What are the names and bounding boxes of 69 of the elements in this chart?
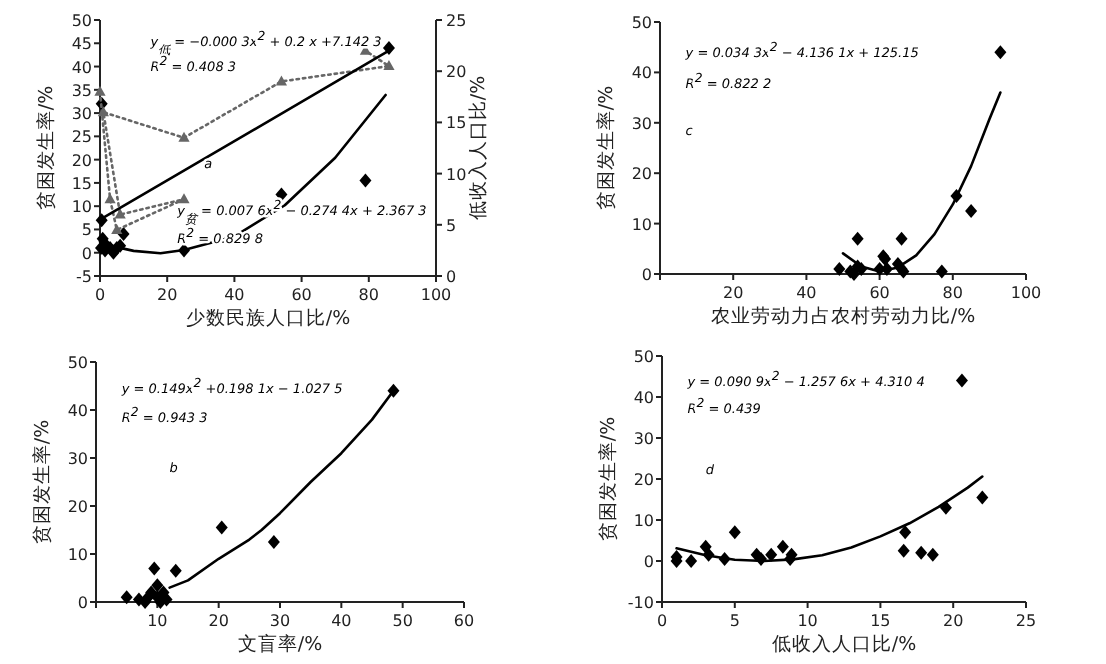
- y-axis-title: 贫困发生率/%: [30, 419, 54, 545]
- y2-tick-label: 0: [446, 268, 457, 286]
- x-axis-title: 少数民族人口比/%: [185, 306, 351, 330]
- x-tick-label: 20: [208, 612, 229, 630]
- y-axis-title: 贫困发生率/%: [596, 416, 620, 542]
- x-tick-label: 80: [358, 286, 379, 304]
- x-tick-label: 20: [157, 286, 178, 304]
- y-tick-label: 50: [71, 12, 92, 30]
- y-tick-label: -5: [76, 268, 92, 286]
- x-tick-label: 40: [224, 286, 245, 304]
- y2-tick-label: 25: [446, 12, 467, 30]
- x-tick-label: 5: [729, 612, 740, 630]
- y2-tick-label: 20: [446, 63, 467, 82]
- x-tick-label: 60: [453, 612, 475, 630]
- y-tick-label: 40: [633, 389, 654, 407]
- x-axis-title: 低收入人口比/%: [771, 632, 917, 656]
- y-tick-label: 30: [67, 450, 88, 468]
- y-tick-label: 5: [81, 221, 92, 240]
- x-tick-label: 40: [796, 284, 817, 302]
- y-tick-label: 45: [71, 35, 92, 54]
- y-axis-title: 贫困发生率/%: [34, 85, 58, 211]
- y-tick-label: 40: [631, 64, 652, 83]
- y-tick-label: 25: [71, 128, 92, 147]
- y-axis-title: 贫困发生率/%: [594, 85, 618, 211]
- x-tick-label: 10: [147, 612, 168, 630]
- x-tick-label: 0: [94, 286, 106, 304]
- y-tick-label: 20: [71, 151, 92, 170]
- y-tick-label: 50: [633, 348, 654, 366]
- x-tick-label: 100: [420, 286, 452, 304]
- y-tick-label: 0: [81, 244, 92, 263]
- y-tick-label: 20: [631, 165, 652, 184]
- y-tick-label: 50: [631, 14, 652, 32]
- y-tick-label: -10: [627, 594, 654, 612]
- y2-tick-label: 15: [446, 114, 467, 133]
- y-tick-label: 10: [67, 546, 88, 564]
- x-tick-label: 40: [331, 612, 352, 630]
- y-tick-label: 15: [71, 174, 92, 193]
- x-tick-label: 50: [392, 612, 413, 630]
- y-tick-label: 50: [67, 354, 88, 372]
- y-tick-label: 30: [633, 430, 654, 448]
- x-tick-label: 20: [943, 612, 964, 630]
- x-tick-label: 30: [269, 612, 291, 630]
- x-tick-label: 20: [723, 284, 744, 302]
- x-axis-title: 农业劳动力占农村劳动力比/%: [710, 304, 976, 328]
- y-tick-label: 40: [67, 402, 88, 420]
- y-tick-label: 40: [71, 58, 92, 77]
- y-tick-label: 30: [631, 114, 652, 133]
- y2-axis-title: 低收入人口比/%: [466, 75, 490, 221]
- x-tick-label: 100: [1010, 284, 1042, 302]
- x-tick-label: 25: [1015, 612, 1037, 630]
- y-tick-label: 0: [643, 553, 654, 571]
- y-tick-label: 20: [67, 498, 88, 516]
- y-tick-label: 10: [633, 512, 654, 530]
- x-tick-label: 0: [656, 612, 668, 630]
- y-tick-label: 35: [71, 81, 92, 100]
- y-tick-label: 20: [633, 471, 654, 489]
- y-tick-label: 10: [631, 215, 652, 234]
- x-tick-label: 60: [869, 284, 890, 302]
- y-tick-label: 0: [77, 594, 88, 612]
- y-tick-label: 0: [641, 266, 652, 284]
- x-tick-label: 80: [942, 284, 963, 302]
- x-tick-label: 15: [870, 612, 891, 630]
- y2-tick-label: 10: [446, 165, 467, 184]
- x-tick-label: 10: [797, 612, 818, 630]
- y-tick-label: 30: [71, 105, 92, 124]
- x-axis-title: 文盲率/%: [237, 632, 323, 656]
- y2-tick-label: 5: [446, 216, 457, 235]
- x-tick-label: 60: [291, 286, 312, 304]
- y-tick-label: 10: [71, 198, 92, 217]
